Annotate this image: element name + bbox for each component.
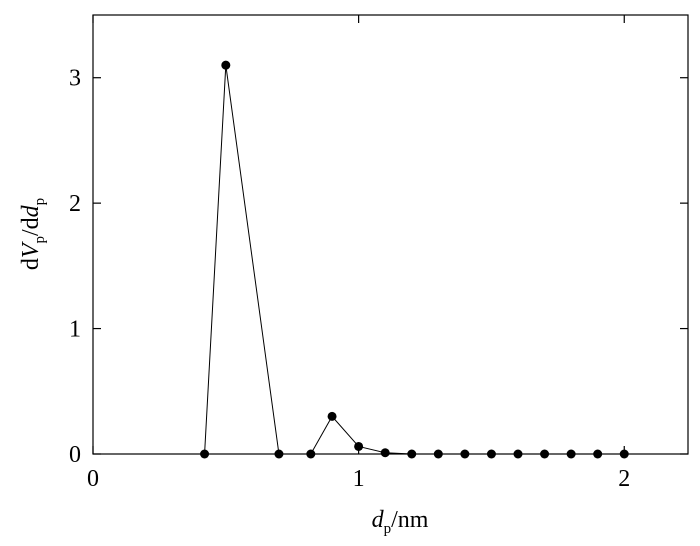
y-label-part: d [18, 204, 44, 217]
x-tick-label: 2 [618, 466, 630, 492]
marker [274, 449, 284, 459]
y-tick-label: 0 [69, 442, 81, 468]
marker [593, 449, 603, 459]
marker [540, 449, 550, 459]
marker [306, 449, 316, 459]
x-label-part: d [372, 507, 385, 533]
x-label-part: /nm [391, 507, 429, 533]
marker [221, 60, 231, 70]
y-tick-label: 3 [69, 66, 81, 92]
y-label-part: d [18, 258, 44, 270]
y-label-part: V [18, 241, 44, 258]
marker [486, 449, 496, 459]
x-tick-label: 1 [353, 466, 365, 492]
plot-frame [92, 14, 689, 455]
marker [354, 441, 364, 451]
y-label-sub: p [32, 236, 48, 244]
marker [566, 449, 576, 459]
y-label-part: /d [18, 217, 44, 236]
y-tick-label: 1 [69, 317, 81, 343]
marker [407, 449, 417, 459]
marker [460, 449, 470, 459]
x-label-sub: p [384, 521, 392, 537]
y-tick-label: 2 [69, 191, 81, 217]
marker [200, 449, 210, 459]
x-tick-label: 0 [87, 466, 99, 492]
marker [513, 449, 523, 459]
y-axis-label: dVp/ddp [18, 198, 48, 270]
marker [327, 411, 337, 421]
x-axis-label: dp/nm [372, 507, 429, 537]
y-label-sub: p [32, 198, 48, 206]
marker [380, 448, 390, 458]
marker [433, 449, 443, 459]
series-line [204, 65, 625, 455]
marker [619, 449, 629, 459]
